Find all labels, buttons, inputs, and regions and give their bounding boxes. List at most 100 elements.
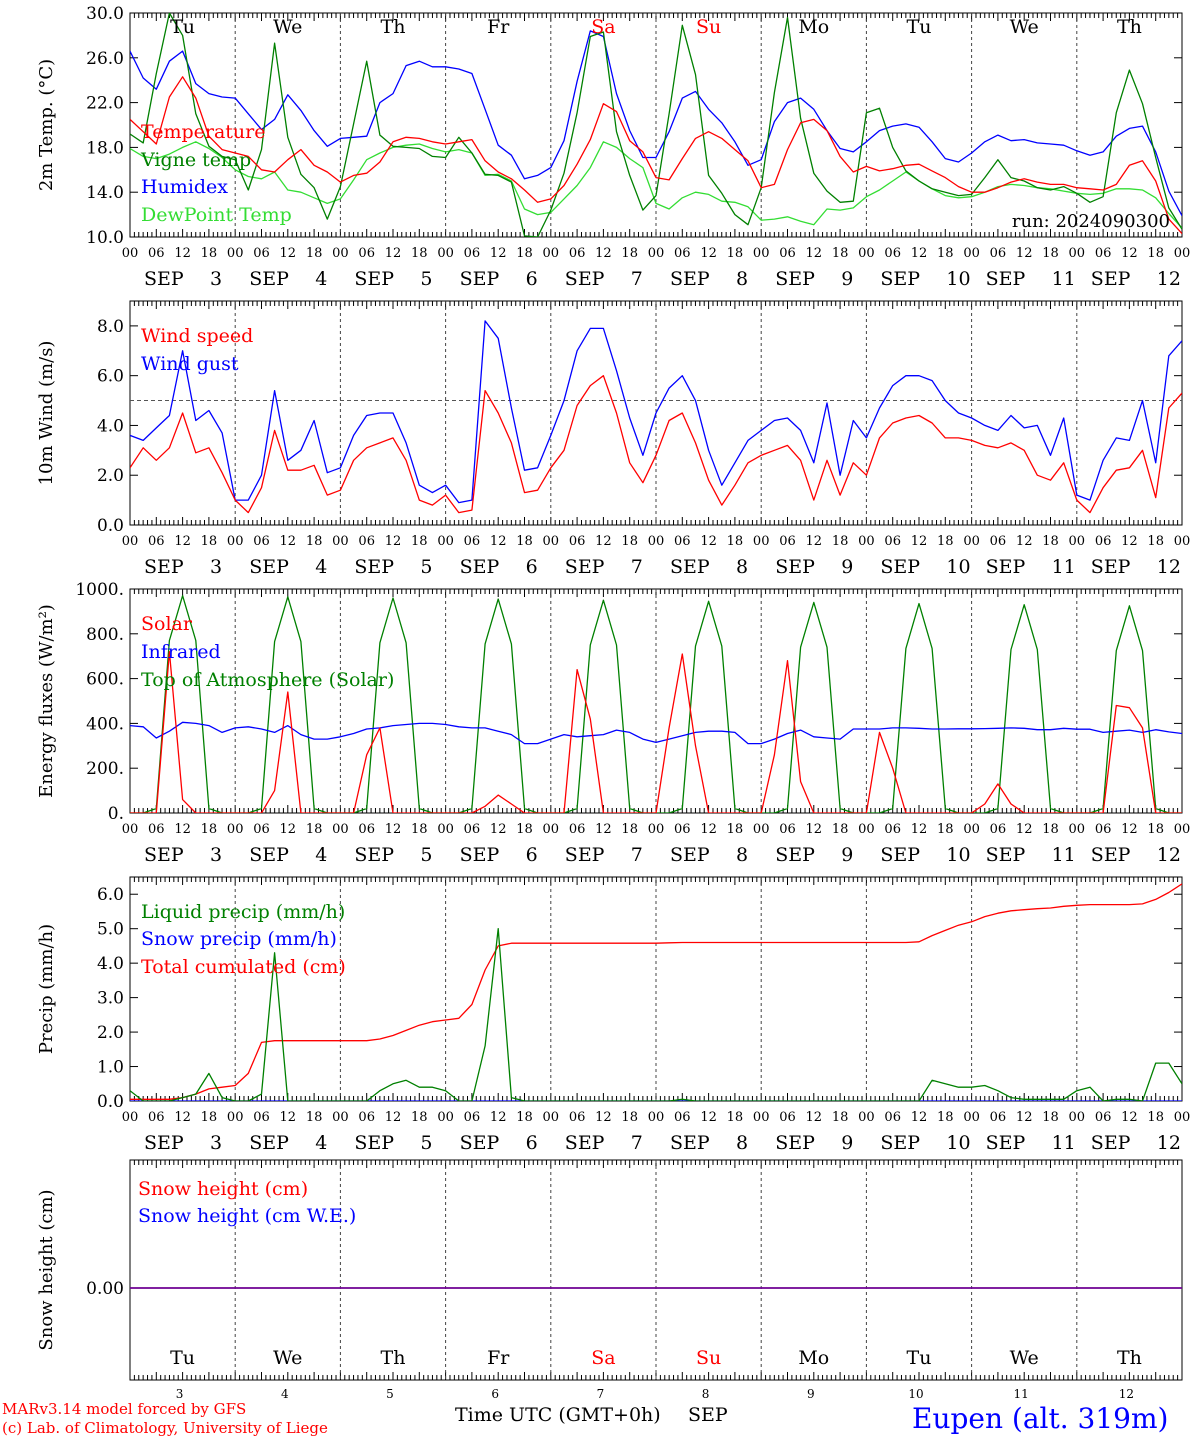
y-tick-label: 2.0 xyxy=(97,1023,124,1043)
day-number-label: 10 xyxy=(946,268,970,290)
hour-tick-label: 18 xyxy=(832,534,849,549)
hour-tick-label: 18 xyxy=(411,822,428,837)
hour-tick-label: 18 xyxy=(832,1110,849,1125)
hour-tick-label: 18 xyxy=(411,1110,428,1125)
hour-tick-label: 00 xyxy=(1069,246,1086,261)
day-number-label: 12 xyxy=(1157,844,1181,866)
hour-tick-label: 12 xyxy=(385,822,402,837)
y-axis-label: Snow height (cm) xyxy=(36,1189,57,1350)
day-name-label: Su xyxy=(696,1347,721,1369)
hour-tick-label: 06 xyxy=(674,822,691,837)
hour-tick-label: 12 xyxy=(490,534,507,549)
hour-tick-label: 18 xyxy=(1147,534,1164,549)
day-number-label: 5 xyxy=(420,1132,432,1154)
hour-tick-label: 12 xyxy=(490,822,507,837)
hour-tick-label: 12 xyxy=(911,246,928,261)
hour-tick-label: 12 xyxy=(1016,822,1033,837)
hour-tick-label: 18 xyxy=(621,822,638,837)
hour-tick-label: 00 xyxy=(122,246,139,261)
hour-tick-label: 06 xyxy=(569,822,586,837)
month-label: SEP xyxy=(880,268,920,290)
vigne-temp-line xyxy=(130,13,1182,237)
hour-tick-label: 12 xyxy=(174,246,191,261)
hour-tick-label: 06 xyxy=(358,534,375,549)
day-number-label: 4 xyxy=(315,1132,327,1154)
hour-tick-label: 00 xyxy=(227,1110,244,1125)
hour-tick-label: 00 xyxy=(858,534,875,549)
liquid-precip-mm-h-legend: Liquid precip (mm/h) xyxy=(141,901,345,923)
month-label: SEP xyxy=(565,844,605,866)
month-label: SEP xyxy=(880,556,920,578)
hour-tick-label: 06 xyxy=(674,246,691,261)
month-label: SEP xyxy=(460,268,500,290)
y-axis-label: 10m Wind (m/s) xyxy=(36,341,57,486)
hour-tick-label: 00 xyxy=(437,246,454,261)
snow-precip-mm-h-legend: Snow precip (mm/h) xyxy=(141,928,337,950)
panel-frame xyxy=(129,588,1183,814)
solar-legend: Solar xyxy=(141,613,193,635)
hour-tick-label: 06 xyxy=(253,246,270,261)
hour-tick-label: 12 xyxy=(385,1110,402,1125)
hour-tick-label: 00 xyxy=(227,822,244,837)
hour-tick-label: 18 xyxy=(306,822,323,837)
hour-tick-label: 18 xyxy=(411,246,428,261)
day-number-label: 4 xyxy=(315,268,327,290)
hour-tick-label: 18 xyxy=(201,534,218,549)
hour-tick-label: 06 xyxy=(990,1110,1007,1125)
hour-tick-label: 18 xyxy=(937,822,954,837)
day-name-label: Mo xyxy=(798,1347,829,1369)
hour-tick-label: 06 xyxy=(674,534,691,549)
hour-tick-label: 18 xyxy=(727,1110,744,1125)
day-number-label: 7 xyxy=(631,268,643,290)
day-name-label: Su xyxy=(696,16,721,38)
hour-tick-label: 06 xyxy=(884,534,901,549)
y-tick-label: 200. xyxy=(86,759,124,779)
hour-tick-label: 00 xyxy=(122,822,139,837)
hour-tick-label: 18 xyxy=(1147,822,1164,837)
hour-tick-label: 12 xyxy=(595,246,612,261)
month-label: SEP xyxy=(986,844,1026,866)
day-name-label: Sa xyxy=(591,16,615,38)
hour-tick-label: 06 xyxy=(1095,246,1112,261)
month-label: SEP xyxy=(144,1132,184,1154)
humidex-legend: Humidex xyxy=(141,176,228,198)
snow-height-cm-w-e-legend: Snow height (cm W.E.) xyxy=(138,1205,356,1227)
day-name-label: Fr xyxy=(487,1347,510,1369)
day-number-label: 11 xyxy=(1014,1387,1029,1401)
hour-tick-label: 12 xyxy=(280,822,297,837)
temperature-legend: Temperature xyxy=(141,121,265,143)
day-number-label: 7 xyxy=(631,556,643,578)
hour-tick-label: 18 xyxy=(937,246,954,261)
hour-tick-label: 06 xyxy=(569,246,586,261)
total-cumulated-cm-line xyxy=(130,883,1182,1100)
infrared-legend: Infrared xyxy=(141,641,221,663)
y-tick-label: 0.0 xyxy=(97,516,124,536)
liquid-precip-mm-h-line xyxy=(130,928,1182,1101)
day-number-label: 6 xyxy=(526,844,538,866)
day-number-label: 4 xyxy=(315,556,327,578)
day-number-label: 4 xyxy=(281,1387,289,1401)
hour-tick-label: 00 xyxy=(1069,534,1086,549)
hour-tick-label: 06 xyxy=(1095,822,1112,837)
month-label: SEP xyxy=(880,844,920,866)
month-label: SEP xyxy=(670,268,710,290)
hour-tick-label: 00 xyxy=(437,534,454,549)
hour-tick-label: 18 xyxy=(621,1110,638,1125)
day-name-label: Th xyxy=(381,1347,406,1369)
hour-tick-label: 00 xyxy=(1069,1110,1086,1125)
hour-tick-label: 18 xyxy=(1042,246,1059,261)
hour-tick-label: 00 xyxy=(1174,534,1191,549)
hour-tick-label: 18 xyxy=(516,1110,533,1125)
day-number-label: 3 xyxy=(210,1132,222,1154)
y-tick-label: 0. xyxy=(108,804,124,824)
month-label: SEP xyxy=(1091,556,1131,578)
hour-tick-label: 00 xyxy=(858,1110,875,1125)
day-number-label: 4 xyxy=(315,844,327,866)
hour-tick-label: 00 xyxy=(648,534,665,549)
hour-tick-label: 18 xyxy=(621,246,638,261)
hour-tick-label: 12 xyxy=(700,1110,717,1125)
hour-tick-label: 00 xyxy=(543,1110,560,1125)
day-number-label: 7 xyxy=(597,1387,605,1401)
hour-tick-label: 06 xyxy=(464,1110,481,1125)
hour-tick-label: 12 xyxy=(490,1110,507,1125)
